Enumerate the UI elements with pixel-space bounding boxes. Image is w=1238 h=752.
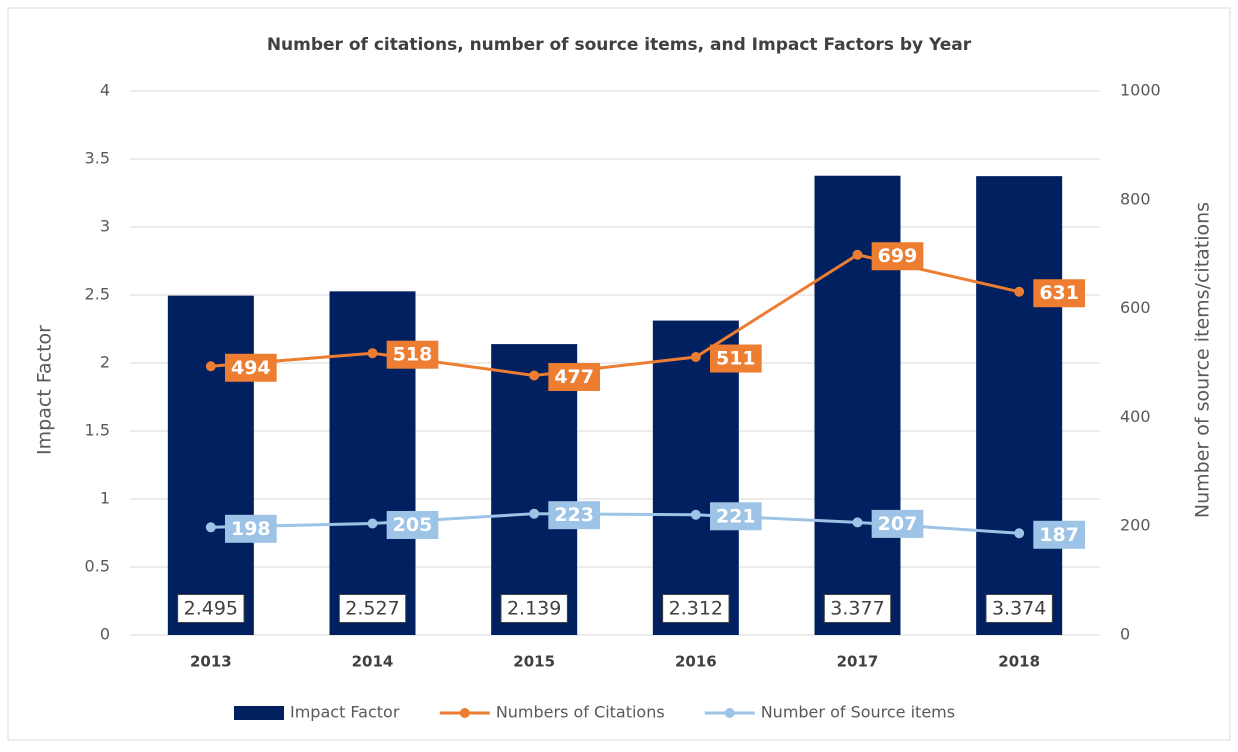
y-tick-label: 3 <box>100 217 110 236</box>
data-label-box <box>1033 520 1086 549</box>
line-point <box>852 249 863 260</box>
line-point <box>1014 286 1025 297</box>
legend-label: Number of Source items <box>761 703 955 722</box>
data-label-box <box>823 594 892 623</box>
line-point <box>690 509 701 520</box>
bar <box>652 320 739 635</box>
data-label-box <box>500 594 568 623</box>
data-label: 699 <box>878 245 918 267</box>
x-tick-label: 2018 <box>998 653 1040 671</box>
data-label-box <box>709 344 762 373</box>
line-point <box>529 508 540 519</box>
y-tick-label: 0.5 <box>85 557 110 576</box>
data-label-box <box>662 594 730 623</box>
line-point <box>690 352 701 363</box>
data-label-box <box>985 594 1053 623</box>
data-label: 2.527 <box>345 598 399 620</box>
y-axis-label: Impact Factor <box>34 325 56 455</box>
x-tick-label: 2015 <box>513 653 555 671</box>
data-label: 223 <box>554 504 594 526</box>
line-point <box>367 348 378 359</box>
x-tick-label: 2013 <box>190 653 232 671</box>
x-tick-label: 2016 <box>675 653 717 671</box>
y2-tick-label: 1000 <box>1120 81 1161 100</box>
y-tick-label: 0 <box>100 625 110 644</box>
data-label: 494 <box>231 357 271 379</box>
y-tick-label: 1 <box>100 489 110 508</box>
y2-tick-label: 0 <box>1120 625 1130 644</box>
y-tick-label: 2.5 <box>85 285 110 304</box>
bar <box>167 295 254 635</box>
bar <box>976 176 1063 636</box>
data-label: 205 <box>393 514 433 536</box>
data-label: 3.374 <box>992 598 1046 620</box>
x-tick-label: 2017 <box>837 653 879 671</box>
data-label-box <box>224 353 277 382</box>
data-label-box <box>871 509 924 538</box>
data-label: 2.495 <box>184 598 238 620</box>
legend-swatch <box>234 706 284 720</box>
legend-label: Numbers of Citations <box>496 703 665 722</box>
data-label: 207 <box>878 513 918 535</box>
data-label-box <box>386 510 439 539</box>
y2-tick-label: 400 <box>1120 407 1151 426</box>
legend-swatch <box>724 708 735 718</box>
x-tick-label: 2014 <box>352 653 394 671</box>
data-label: 3.377 <box>830 598 884 620</box>
data-label: 2.139 <box>507 598 561 620</box>
chart-title: Number of citations, number of source it… <box>267 35 972 55</box>
line-point <box>852 517 863 528</box>
data-label-box <box>1033 279 1086 308</box>
data-label: 511 <box>716 348 756 370</box>
line-point <box>529 370 540 381</box>
data-label: 187 <box>1039 524 1079 546</box>
data-label: 2.312 <box>669 598 723 620</box>
y-tick-label: 1.5 <box>85 421 110 440</box>
y2-tick-label: 200 <box>1120 516 1151 535</box>
data-label-box <box>548 501 601 530</box>
y-tick-label: 4 <box>100 81 110 100</box>
legend-swatch <box>459 708 470 718</box>
line-point <box>367 518 378 529</box>
legend-label: Impact Factor <box>290 703 400 722</box>
data-label: 518 <box>393 344 433 366</box>
data-label-box <box>177 594 245 623</box>
y2-tick-label: 600 <box>1120 298 1151 317</box>
line-point <box>1014 528 1025 539</box>
line-point <box>205 361 216 372</box>
y-tick-label: 3.5 <box>85 149 110 168</box>
data-label-box <box>224 514 277 543</box>
y-tick-label: 2 <box>100 353 110 372</box>
data-label-box <box>338 594 407 623</box>
bar <box>491 344 578 635</box>
data-label: 198 <box>231 518 271 540</box>
data-label-box <box>386 340 439 369</box>
data-label: 477 <box>554 366 594 388</box>
data-label-box <box>548 363 601 392</box>
data-label: 631 <box>1039 282 1079 304</box>
data-label: 221 <box>716 505 756 527</box>
data-label-box <box>709 502 762 531</box>
line-point <box>205 522 216 533</box>
y2-tick-label: 800 <box>1120 189 1151 208</box>
y2-axis-label: Number of source items/citations <box>1192 202 1214 518</box>
data-label-box <box>871 242 924 271</box>
